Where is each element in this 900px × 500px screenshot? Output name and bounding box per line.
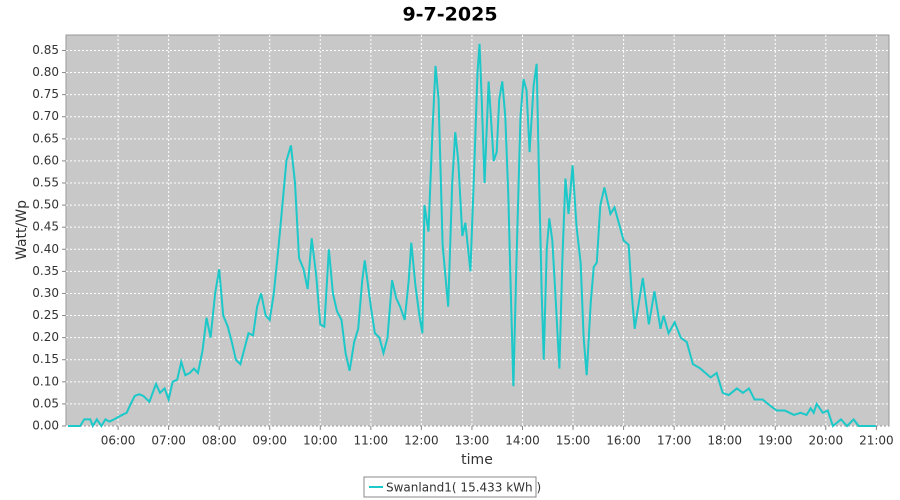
x-tick-label: 16:00 <box>606 434 641 448</box>
y-axis-label: Watt/Wp <box>14 200 30 260</box>
x-tick-label: 09:00 <box>252 434 287 448</box>
y-tick-label: 0.15 <box>32 352 59 366</box>
y-tick-label: 0.65 <box>32 131 59 145</box>
y-tick-label: 0.60 <box>32 153 59 167</box>
x-tick-label: 19:00 <box>758 434 793 448</box>
y-tick-label: 0.25 <box>32 308 59 322</box>
x-tick-label: 11:00 <box>354 434 389 448</box>
y-tick-label: 0.10 <box>32 374 59 388</box>
y-tick-label: 0.35 <box>32 264 59 278</box>
x-tick-label: 12:00 <box>404 434 439 448</box>
series-line <box>68 43 876 429</box>
legend: Swanland1( 15.433 kWh ) <box>363 476 541 498</box>
x-axis-label: time <box>461 452 493 468</box>
x-tick-label: 20:00 <box>809 434 844 448</box>
y-tick-label: 0.00 <box>32 419 59 433</box>
x-tick-label: 06:00 <box>101 434 136 448</box>
y-tick-label: 0.40 <box>32 242 59 256</box>
y-tick-label: 0.05 <box>32 396 59 410</box>
x-tick-label: 14:00 <box>505 434 540 448</box>
x-tick-label: 08:00 <box>202 434 237 448</box>
y-tick-label: 0.45 <box>32 220 59 234</box>
legend-label: Swanland1( 15.433 kWh ) <box>386 481 541 495</box>
x-tick-label: 07:00 <box>151 434 186 448</box>
x-tick-label: 17:00 <box>657 434 692 448</box>
y-tick-label: 0.85 <box>32 43 59 57</box>
legend-box <box>363 476 537 498</box>
y-tick-label: 0.20 <box>32 330 59 344</box>
y-tick-label: 0.70 <box>32 109 59 123</box>
x-tick-label: 15:00 <box>556 434 591 448</box>
x-tick-label: 13:00 <box>455 434 490 448</box>
y-tick-label: 0.80 <box>32 65 59 79</box>
y-tick-label: 0.55 <box>32 176 59 190</box>
y-tick-label: 0.75 <box>32 87 59 101</box>
x-tick-label: 21:00 <box>859 434 894 448</box>
chart-title: 9-7-2025 <box>402 4 497 26</box>
y-tick-label: 0.30 <box>32 286 59 300</box>
x-tick-label: 18:00 <box>707 434 742 448</box>
x-tick-label: 10:00 <box>303 434 338 448</box>
y-tick-label: 0.50 <box>32 198 59 212</box>
